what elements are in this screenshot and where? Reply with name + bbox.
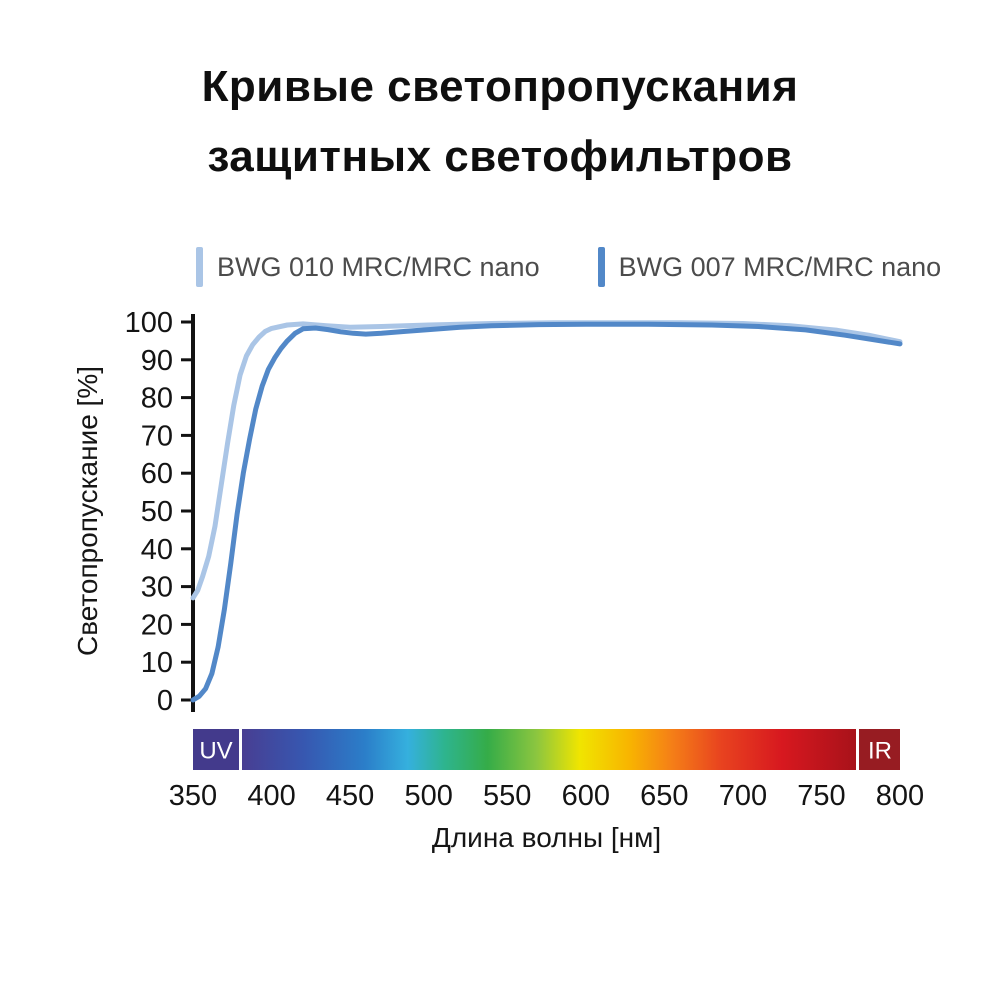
legend-swatch-bwg007 [597,247,605,287]
legend-swatch-bwg010 [196,247,203,287]
y-tick-label: 0 [157,685,173,717]
x-tick-label: 350 [169,780,217,812]
ir-band [859,729,900,770]
y-tick-label: 50 [141,496,173,528]
y-tick-label: 40 [141,534,173,566]
x-tick-label: 450 [326,780,374,812]
x-tick-label: 750 [797,780,845,812]
legend-label-bwg010: BWG 010 MRC/MRC nano [217,251,540,282]
x-tick-label: 550 [483,780,531,812]
legend-label-bwg007: BWG 007 MRC/MRC nano [618,251,942,282]
chart-title-line1: Кривые светопропускания [201,62,799,111]
x-tick-label: 600 [562,780,610,812]
series-line-bwg010 [190,320,903,601]
x-axis-title: Длина волны [нм] [431,822,662,853]
x-tick-label: 500 [404,780,452,812]
spectrum-band [242,729,856,770]
y-tick-label: 10 [141,647,173,679]
uv-band [193,729,239,770]
uv-band-label: UV [199,738,232,765]
chart-title-line2: защитных светофильтров [207,132,793,182]
y-tick-label: 100 [125,307,173,339]
y-tick-label: 60 [141,458,173,490]
ir-band-label: IR [868,738,892,765]
legend-item-bwg010: BWG 010 MRC/MRC nano [196,247,540,287]
y-tick-label: 20 [141,609,173,641]
x-tick-label: 400 [247,780,295,812]
legend: BWG 010 MRC/MRC nano BWG 007 MRC/MRC nan… [196,247,941,287]
x-tick-label: 800 [876,780,924,812]
legend-item-bwg007: BWG 007 MRC/MRC nano [597,247,942,287]
y-tick-label: 90 [141,345,173,377]
y-tick-label: 80 [141,383,173,415]
y-tick-label: 30 [141,572,173,604]
chart-title: Кривые светопропускания защитных светофи… [0,52,1000,193]
y-tick-label: 70 [141,420,173,452]
series-line-bwg007 [190,321,903,703]
x-tick-label: 650 [640,780,688,812]
x-tick-label: 700 [719,780,767,812]
